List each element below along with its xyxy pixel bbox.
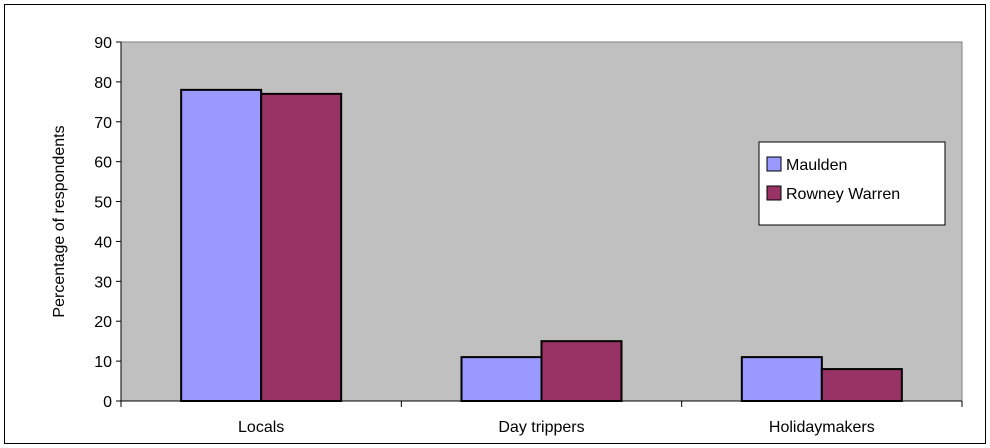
y-tick-label: 20 — [94, 314, 112, 331]
y-tick-label: 30 — [94, 274, 112, 291]
bar — [260, 92, 343, 402]
bar — [180, 88, 263, 402]
legend-swatch — [766, 185, 782, 201]
bar — [740, 356, 823, 402]
y-tick-label: 80 — [94, 75, 112, 92]
bars — [180, 88, 903, 403]
legend-label: Rowney Warren — [786, 186, 900, 203]
bar — [820, 368, 903, 403]
y-tick-label: 10 — [94, 354, 112, 371]
bar — [460, 356, 543, 402]
y-tick-label: 90 — [94, 35, 112, 52]
y-tick-label: 70 — [94, 115, 112, 132]
legend-label: Maulden — [786, 157, 847, 174]
x-tick-label: Day trippers — [498, 419, 584, 436]
y-tick-label: 40 — [94, 234, 112, 251]
x-tick-label: Holidaymakers — [769, 419, 875, 436]
y-tick-label: 50 — [94, 195, 112, 212]
x-axis: Locals Day trippers Holidaymakers — [120, 400, 963, 436]
legend-box — [758, 141, 946, 226]
bar — [540, 340, 623, 402]
y-tick-label: 0 — [103, 394, 112, 411]
y-tick-label: 60 — [94, 155, 112, 172]
y-axis: 0 10 20 30 40 50 60 70 80 90 — [94, 35, 122, 411]
legend-swatch — [766, 156, 782, 172]
x-tick-label: Locals — [238, 419, 284, 436]
y-axis-title: Percentage of respondents — [51, 125, 68, 317]
legend: Maulden Rowney Warren — [758, 141, 946, 226]
